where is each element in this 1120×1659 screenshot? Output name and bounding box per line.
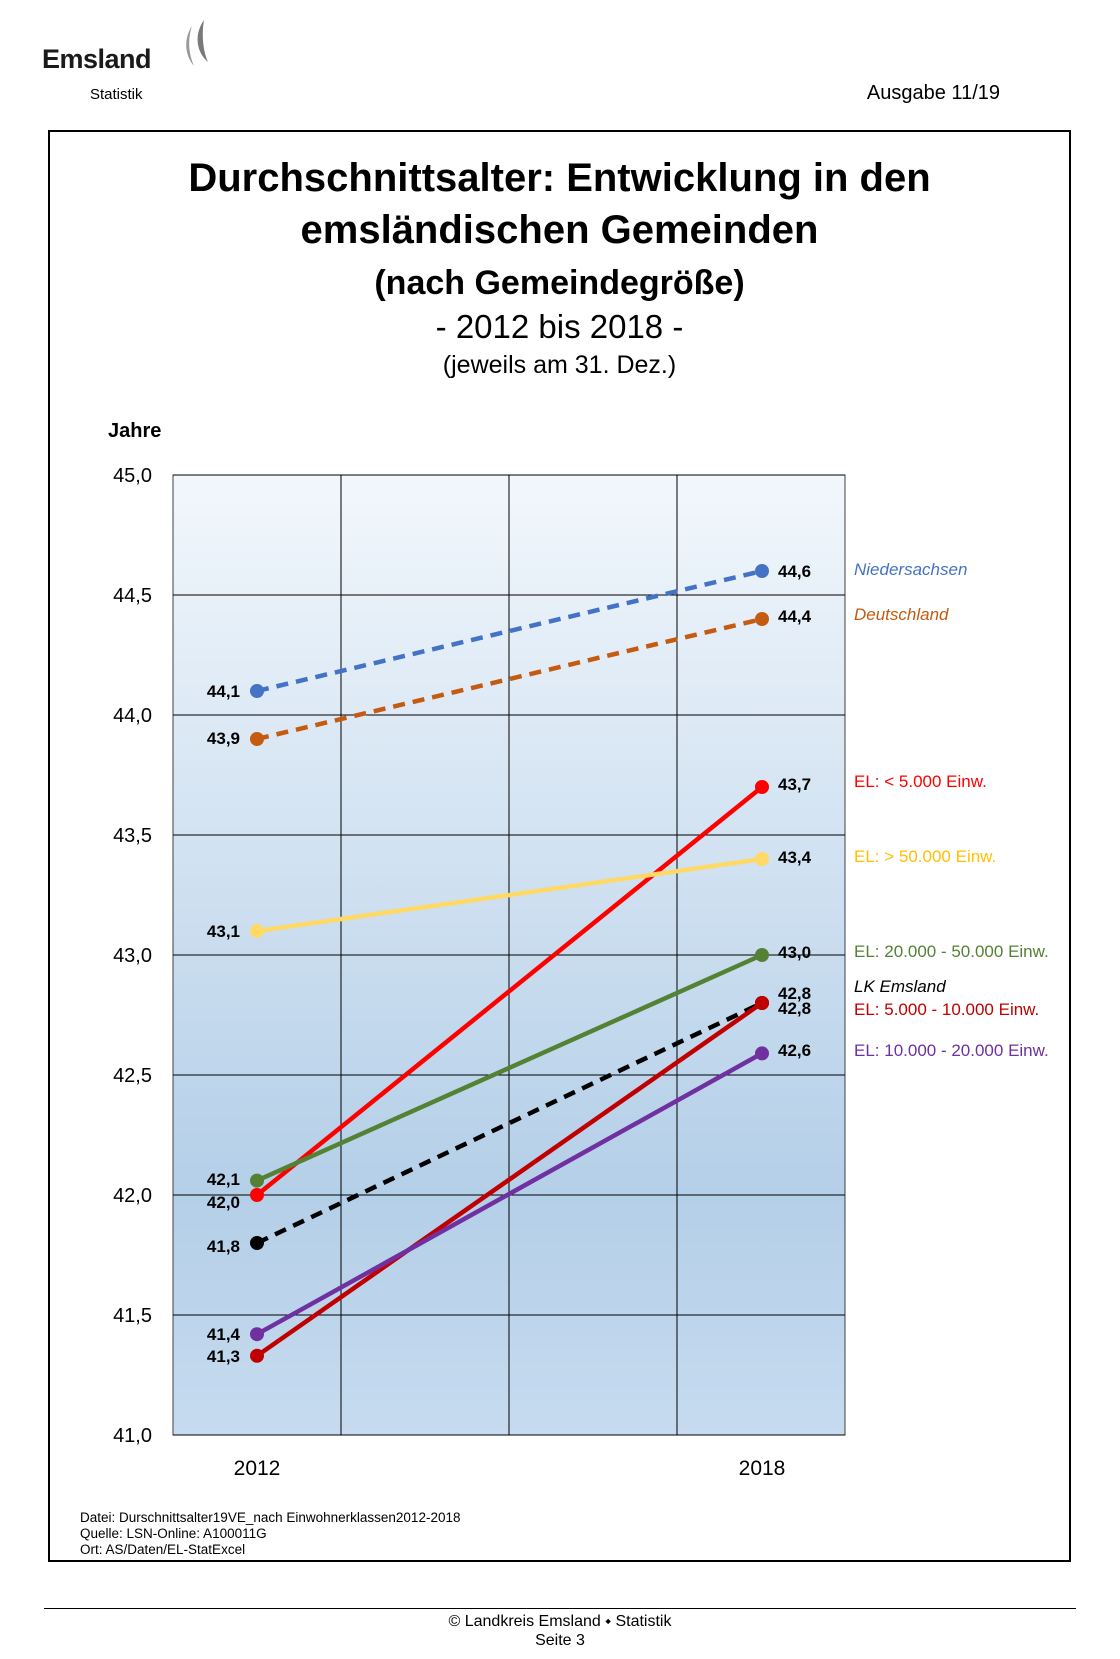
data-label: 44,1 (207, 682, 240, 701)
emsland-logo: Emsland Statistik (42, 18, 208, 108)
series-name-label: EL: > 50.000 Einw. (854, 847, 996, 866)
source-note: Datei: Durschnittsalter19VE_nach Einwohn… (80, 1510, 460, 1558)
data-label: 43,9 (207, 729, 240, 748)
series-name-label: Niedersachsen (854, 560, 967, 579)
series-name-label: EL: < 5.000 Einw. (854, 772, 987, 791)
data-label: 42,1 (207, 1170, 240, 1189)
y-axis-label: Jahre (108, 420, 162, 442)
data-label: 43,7 (778, 775, 811, 794)
footer-rule (44, 1608, 1076, 1609)
y-tick-label: 42,5 (113, 1065, 152, 1087)
data-label: 43,1 (207, 922, 240, 941)
data-label: 44,4 (778, 607, 812, 626)
y-tick-label: 42,0 (113, 1185, 152, 1207)
data-point (755, 852, 769, 866)
footer-copyright: © Landkreis Emsland ⬩ Statistik (448, 1613, 672, 1630)
series-line (256, 952, 763, 1183)
series-line (255, 1001, 764, 1358)
data-point (755, 612, 769, 626)
data-label: 41,3 (207, 1347, 240, 1366)
issue-label: Ausgabe 11/19 (866, 82, 1000, 104)
y-tick-label: 41,0 (113, 1425, 152, 1447)
data-label: 41,4 (207, 1325, 241, 1344)
series-line (255, 1051, 764, 1337)
source-location: Ort: AS/Daten/EL-StatExcel (80, 1542, 246, 1557)
data-label: 42,6 (778, 1041, 811, 1060)
data-label: 43,4 (778, 848, 812, 867)
data-label: 41,8 (207, 1237, 240, 1256)
data-point (755, 948, 769, 962)
series-line (256, 568, 763, 694)
data-label: 42,0 (207, 1193, 240, 1212)
data-label: 42,8 (778, 999, 811, 1018)
data-point (250, 1327, 264, 1342)
data-point (250, 1348, 264, 1363)
data-point (250, 732, 264, 746)
data-point (250, 1188, 264, 1202)
logo-text: Emsland (42, 44, 152, 74)
data-point (250, 1236, 264, 1250)
y-tick-label: 43,5 (113, 825, 152, 847)
series-name-label: EL: 10.000 - 20.000 Einw. (854, 1041, 1049, 1060)
series-line (255, 785, 764, 1197)
data-point (755, 564, 769, 578)
series-line (256, 616, 763, 742)
data-point (755, 780, 769, 794)
chart-title-line1: Durchschnittsalter: Entwicklung in den (188, 156, 931, 200)
data-point (755, 1046, 769, 1061)
x-tick-label: 2018 (739, 1457, 786, 1480)
chart-date-note: (jeweils am 31. Dez.) (442, 351, 677, 379)
data-point (250, 924, 264, 938)
series-line (256, 1000, 763, 1246)
y-tick-label: 44,0 (113, 705, 152, 727)
data-point (755, 996, 769, 1010)
series-name-label: EL: 20.000 - 50.000 Einw. (854, 942, 1049, 961)
data-point (250, 1173, 264, 1188)
source-origin: Quelle: LSN-Online: A100011G (80, 1526, 267, 1541)
source-file: Datei: Durschnittsalter19VE_nach Einwohn… (80, 1510, 461, 1525)
y-tick-label: 44,5 (113, 585, 152, 607)
leaf-logo-icon (186, 20, 208, 66)
data-point (250, 684, 264, 698)
page-footer: © Landkreis Emsland ⬩ Statistik Seite 3 (0, 1612, 1120, 1650)
series-name-label: EL: 5.000 - 10.000 Einw. (854, 1000, 1039, 1019)
chart-title-line2: emsländischen Gemeinden (300, 208, 819, 252)
x-tick-label: 2012 (234, 1457, 281, 1480)
data-label: 43,0 (778, 943, 811, 962)
chart-period: - 2012 bis 2018 - (435, 308, 684, 345)
y-tick-label: 43,0 (113, 945, 152, 967)
y-tick-label: 45,0 (113, 465, 152, 487)
chart-title-block: Durchschnittsalter: Entwicklung in den e… (50, 152, 1069, 382)
footer-page-number: Seite 3 (535, 1632, 585, 1649)
logo-subtitle: Statistik (90, 86, 143, 103)
data-label: 44,6 (778, 562, 811, 581)
data-label: 42,8 (778, 984, 811, 1003)
y-tick-label: 41,5 (113, 1305, 152, 1327)
series-name-label: LK Emsland (854, 977, 946, 996)
series-name-label: Deutschland (854, 605, 949, 624)
chart-subtitle: (nach Gemeindegröße) (374, 264, 745, 302)
series-line (256, 856, 763, 934)
